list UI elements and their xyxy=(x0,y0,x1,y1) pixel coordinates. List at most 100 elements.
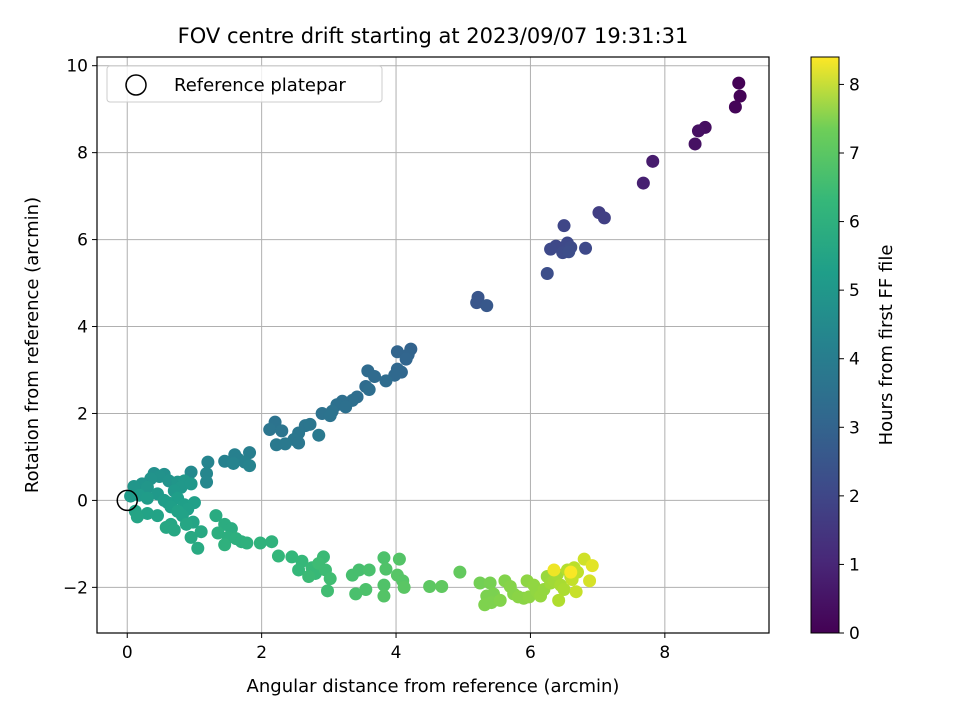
y-tick-label: 0 xyxy=(77,491,88,511)
data-point xyxy=(390,345,404,359)
colorbar-ticks: 0 1 2 3 4 5 6 7 8 xyxy=(839,75,860,644)
data-point xyxy=(240,536,254,550)
data-point xyxy=(579,241,593,255)
data-point xyxy=(377,589,391,603)
data-point xyxy=(191,541,205,555)
data-point xyxy=(377,551,391,565)
legend: Reference platepar xyxy=(106,65,383,103)
data-point xyxy=(269,438,283,452)
data-point xyxy=(557,219,571,233)
data-point xyxy=(453,565,467,579)
data-point xyxy=(552,593,566,607)
data-point xyxy=(184,530,198,544)
data-point xyxy=(275,424,289,438)
data-point xyxy=(292,563,306,577)
data-point xyxy=(423,579,437,593)
plot-frame xyxy=(96,56,770,634)
data-point xyxy=(377,578,391,592)
x-tick-label: 0 xyxy=(122,643,133,663)
y-tick-label: 2 xyxy=(77,404,88,424)
data-point xyxy=(211,526,225,540)
data-point xyxy=(562,245,576,259)
data-points xyxy=(116,76,747,612)
data-point xyxy=(733,89,747,103)
data-point xyxy=(728,100,742,114)
data-point xyxy=(397,580,411,594)
data-point xyxy=(362,383,376,397)
x-axis-ticks: 0 2 4 6 8 xyxy=(122,633,670,663)
colorbar-tick-label: 0 xyxy=(849,624,860,644)
colorbar-label: Hours from first FF file xyxy=(876,245,897,446)
data-point xyxy=(265,535,279,549)
data-point xyxy=(184,477,198,491)
x-axis-label: Angular distance from reference (arcmin) xyxy=(247,676,620,697)
data-point xyxy=(540,266,554,280)
data-point xyxy=(130,510,144,524)
data-point xyxy=(564,565,578,579)
data-point xyxy=(271,549,285,563)
data-point xyxy=(379,374,393,388)
y-axis-label: Rotation from reference (arcmin) xyxy=(22,197,43,493)
y-tick-label: 10 xyxy=(66,57,88,77)
data-point xyxy=(368,370,382,384)
data-point xyxy=(285,550,299,564)
data-point xyxy=(253,536,267,550)
colorbar-tick-label: 8 xyxy=(849,75,860,95)
data-point xyxy=(323,409,337,423)
x-tick-label: 2 xyxy=(256,643,267,663)
colorbar-tick-label: 7 xyxy=(849,144,860,164)
y-axis-ticks: −2 0 2 4 6 8 10 xyxy=(63,57,97,598)
data-point xyxy=(569,585,583,599)
data-point xyxy=(201,455,215,469)
data-point xyxy=(200,475,214,489)
data-point xyxy=(263,423,277,437)
data-point xyxy=(688,137,702,151)
data-point xyxy=(292,436,306,450)
data-point xyxy=(312,428,326,442)
data-point xyxy=(646,154,660,168)
data-point xyxy=(557,583,571,597)
data-point xyxy=(320,584,334,598)
colorbar-tick-label: 3 xyxy=(849,418,860,438)
data-point xyxy=(209,509,223,523)
colorbar-tick-label: 4 xyxy=(849,350,860,370)
legend-box xyxy=(106,65,383,103)
data-point xyxy=(470,296,484,310)
data-point xyxy=(483,576,497,590)
data-point xyxy=(140,491,154,505)
colorbar-tick-label: 1 xyxy=(849,555,860,575)
colorbar-tick-label: 5 xyxy=(849,281,860,301)
y-tick-label: −2 xyxy=(63,578,88,598)
data-point xyxy=(352,563,366,577)
data-point xyxy=(194,525,208,539)
x-tick-label: 4 xyxy=(391,643,402,663)
data-point xyxy=(359,583,373,597)
y-tick-label: 6 xyxy=(77,231,88,251)
x-tick-label: 8 xyxy=(659,643,670,663)
data-point xyxy=(303,417,317,431)
legend-marker xyxy=(125,74,147,96)
data-point xyxy=(480,299,494,313)
data-point xyxy=(323,572,337,586)
data-point xyxy=(597,211,611,225)
chart-title: FOV centre drift starting at 2023/09/07 … xyxy=(178,24,689,48)
data-point xyxy=(435,579,449,593)
legend-label: Reference platepar xyxy=(174,75,346,96)
data-point xyxy=(140,480,154,494)
data-point xyxy=(547,563,561,577)
data-point xyxy=(732,76,746,90)
colorbar xyxy=(810,56,840,634)
data-point xyxy=(302,569,316,583)
data-point xyxy=(243,459,257,473)
data-point xyxy=(150,509,164,523)
colorbar-tick-label: 2 xyxy=(849,487,860,507)
data-point xyxy=(339,400,353,414)
data-point xyxy=(585,559,599,573)
reference-point xyxy=(116,489,138,512)
data-point xyxy=(362,563,376,577)
data-point xyxy=(392,552,406,566)
data-point xyxy=(349,587,363,601)
data-point xyxy=(226,456,240,470)
